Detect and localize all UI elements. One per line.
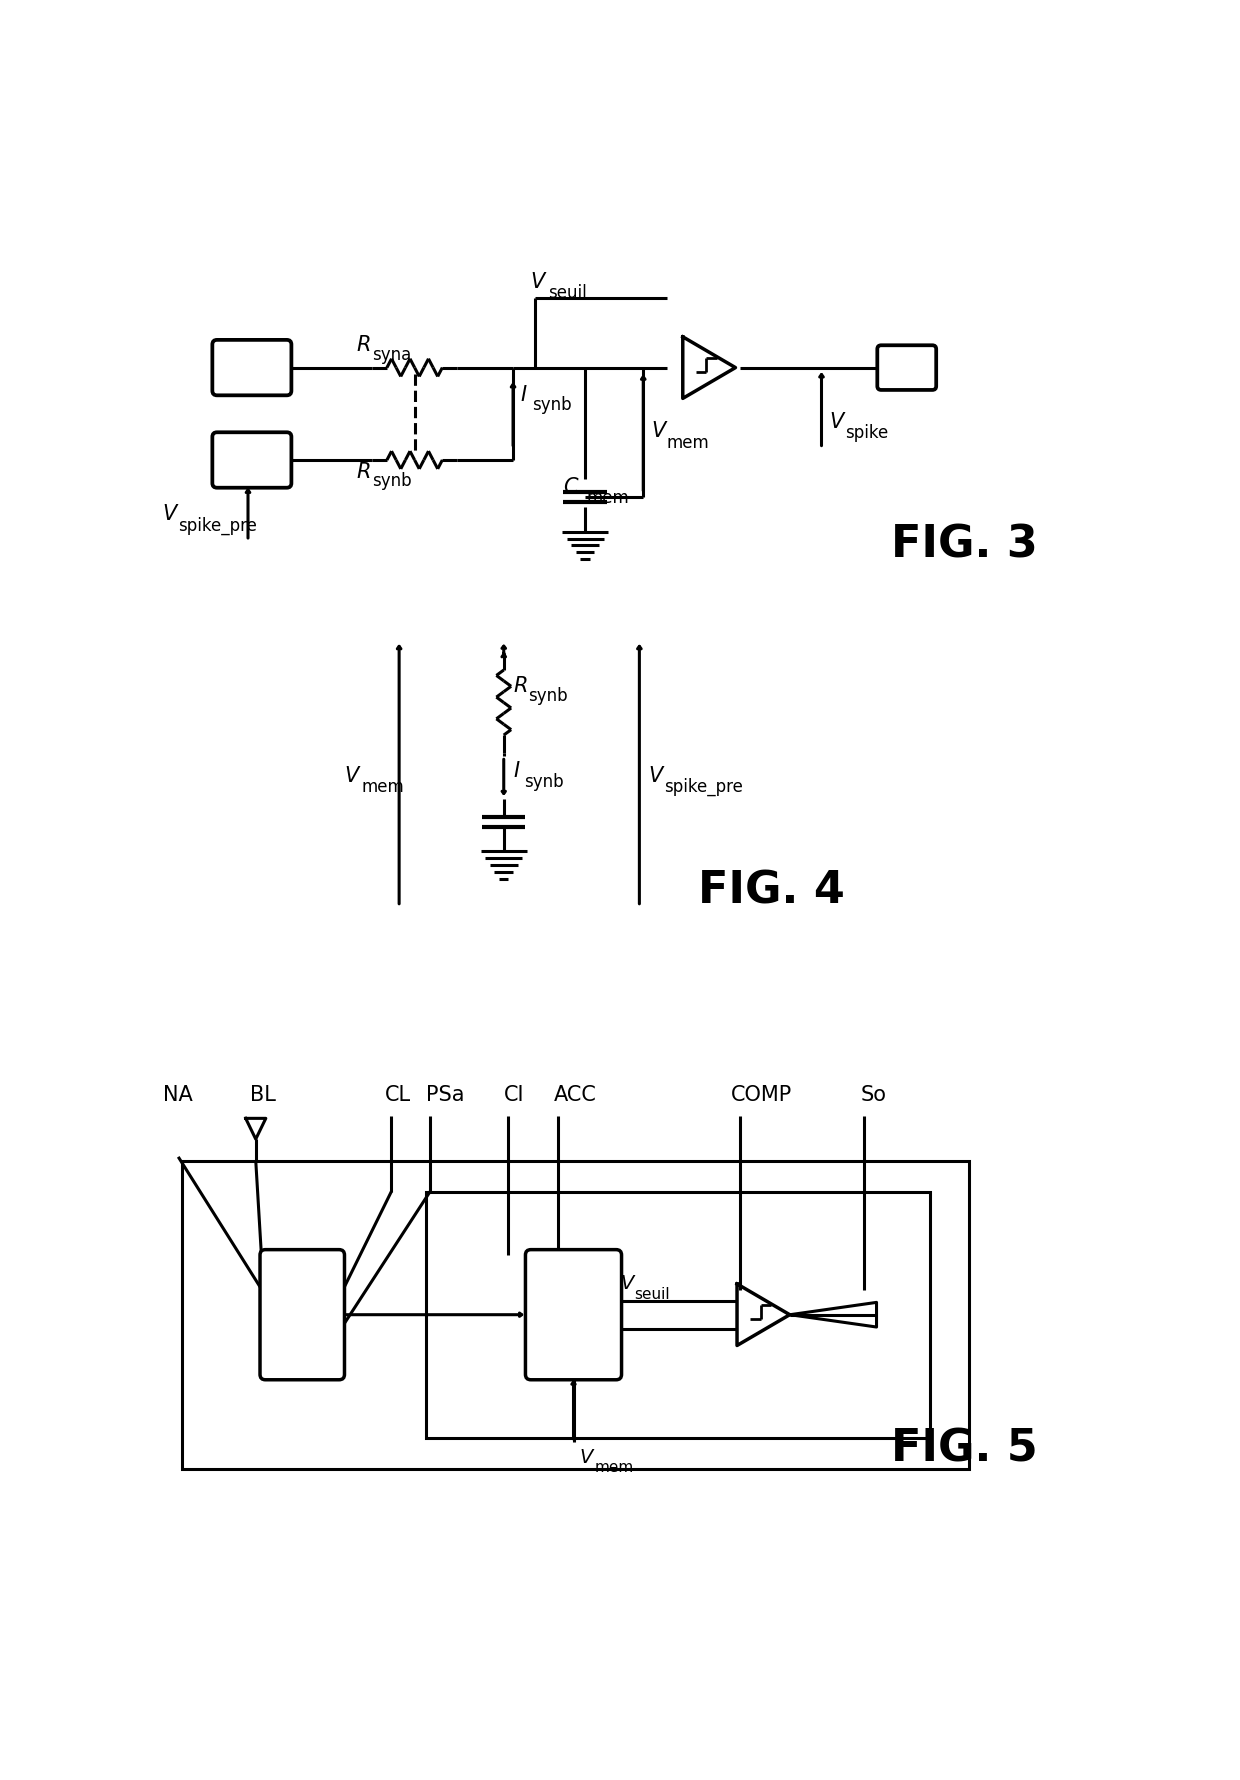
Bar [182, 1161, 968, 1468]
Text: V: V [531, 272, 546, 292]
Text: R: R [357, 463, 371, 482]
Text: V: V [649, 765, 663, 785]
FancyBboxPatch shape [212, 340, 291, 395]
Text: NA: NA [162, 1086, 192, 1105]
Text: COMP: COMP [730, 1086, 792, 1105]
Text: BL: BL [249, 1086, 275, 1105]
Text: mem: mem [587, 490, 630, 507]
Text: V: V [830, 411, 843, 431]
FancyBboxPatch shape [877, 345, 936, 390]
Text: mem: mem [667, 434, 709, 452]
Text: FIG. 5: FIG. 5 [892, 1428, 1038, 1470]
Text: synb: synb [372, 472, 412, 490]
FancyBboxPatch shape [260, 1250, 345, 1380]
Text: synb: synb [532, 395, 572, 413]
Text: R: R [357, 335, 371, 354]
Text: C: C [563, 477, 578, 497]
Text: I: I [513, 762, 520, 781]
Text: CL: CL [386, 1086, 412, 1105]
Text: spike_pre: spike_pre [665, 778, 743, 796]
Bar [427, 1191, 930, 1438]
Text: V: V [620, 1274, 634, 1292]
Text: mem: mem [594, 1460, 634, 1474]
Text: V: V [580, 1447, 593, 1467]
Text: V: V [345, 765, 360, 785]
Text: seuil: seuil [634, 1287, 670, 1303]
Text: CI: CI [503, 1086, 525, 1105]
Text: seuil: seuil [548, 285, 587, 303]
Text: spike: spike [844, 424, 888, 441]
Text: spike_pre: spike_pre [179, 516, 257, 534]
Text: synb: synb [523, 773, 563, 792]
Text: I: I [521, 384, 527, 404]
FancyBboxPatch shape [212, 433, 291, 488]
Text: synb: synb [528, 687, 568, 705]
FancyBboxPatch shape [526, 1250, 621, 1380]
Text: V: V [162, 504, 177, 523]
Text: syna: syna [372, 345, 412, 363]
Text: R: R [513, 676, 528, 696]
Text: mem: mem [362, 778, 404, 796]
Text: FIG. 4: FIG. 4 [697, 870, 844, 913]
Text: PSa: PSa [427, 1086, 465, 1105]
Text: So: So [861, 1086, 887, 1105]
Text: V: V [651, 422, 665, 441]
Text: ACC: ACC [554, 1086, 596, 1105]
Text: FIG. 3: FIG. 3 [892, 523, 1038, 566]
